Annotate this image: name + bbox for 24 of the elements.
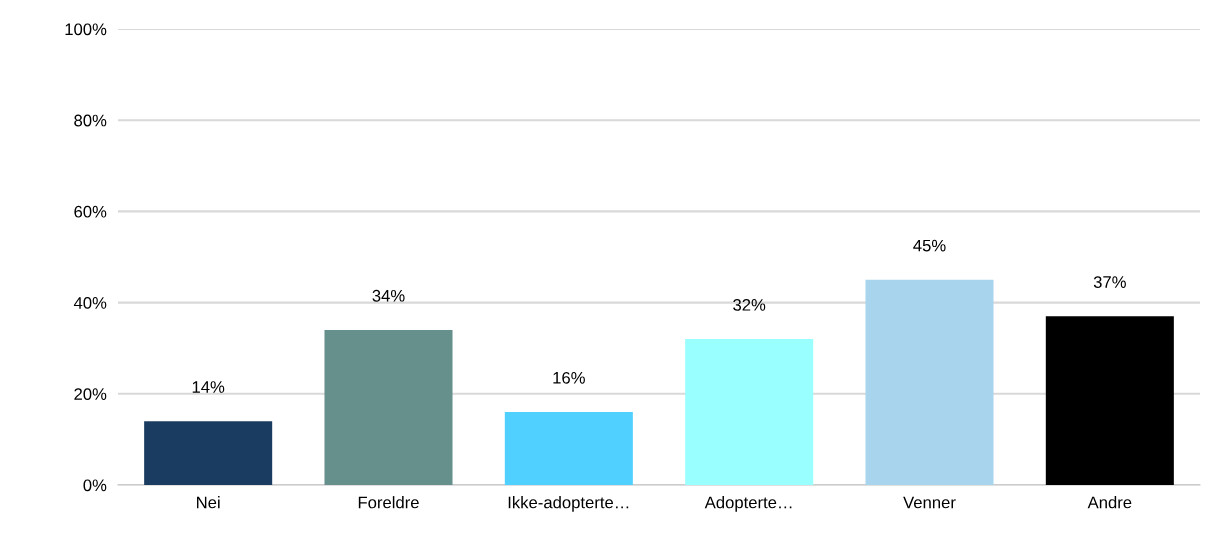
y-tick-label: 100%: [65, 23, 107, 36]
bar: [1045, 316, 1174, 485]
bar: [144, 421, 273, 485]
data-label: 32%: [733, 298, 766, 311]
y-tick-label: 80%: [74, 114, 107, 127]
bar: [685, 339, 814, 485]
x-tick-label: Andre: [1087, 496, 1132, 509]
bar: [324, 329, 453, 485]
data-label: 37%: [1093, 276, 1126, 288]
x-tick-label: Venner: [903, 496, 956, 509]
y-tick-label: 20%: [74, 388, 107, 400]
x-tick-label: Foreldre: [358, 496, 419, 509]
data-label: 14%: [192, 381, 225, 393]
x-tick-label: Ikke-adopterte…: [508, 496, 629, 512]
x-tick-label: Adopterte…: [704, 496, 792, 512]
x-tick-label: Nei: [197, 496, 220, 509]
bar: [865, 279, 994, 485]
data-label: 34%: [372, 289, 405, 302]
data-label: 16%: [553, 371, 585, 384]
bar: [504, 412, 633, 485]
y-tick-label: 0%: [83, 479, 107, 492]
data-label: 45%: [913, 239, 946, 252]
y-tick-label: 60%: [74, 205, 107, 218]
y-tick-label: 40%: [73, 297, 107, 309]
